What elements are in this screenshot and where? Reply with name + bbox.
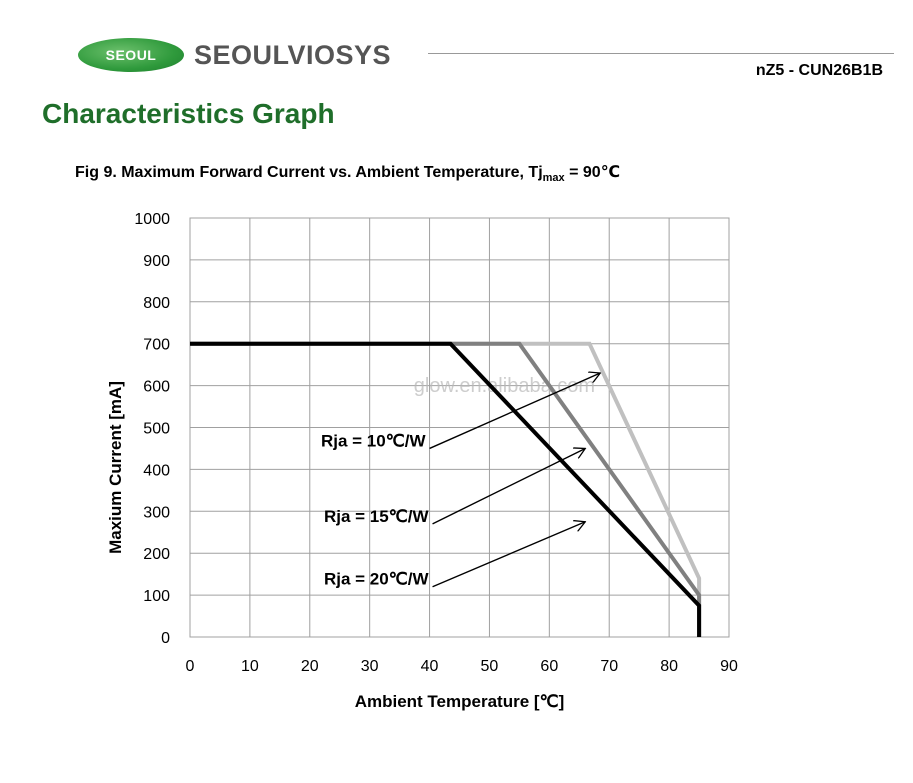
x-tick-label: 30 [361, 658, 379, 675]
x-tick-label: 80 [660, 658, 678, 675]
x-tick-label: 20 [301, 658, 319, 675]
x-tick-label: 40 [421, 658, 439, 675]
logo-text-part-2: VIOSYS [287, 40, 392, 70]
x-tick-label: 10 [241, 658, 259, 675]
caption-subscript: max [542, 172, 565, 184]
y-tick-label: 600 [143, 379, 170, 396]
logo-text-part-1: SEOUL [194, 40, 288, 70]
annotation-arrow [432, 448, 586, 525]
header-rule [428, 53, 894, 54]
y-tick-label: 700 [143, 337, 170, 354]
y-tick-label: 800 [143, 295, 170, 312]
y-tick-label: 300 [143, 504, 170, 521]
logo-badge: SEOUL [78, 38, 184, 72]
annotation-label: Rja = 15℃/W [324, 507, 430, 526]
y-tick-label: 1000 [134, 211, 170, 228]
series-line [190, 341, 702, 637]
x-axis-title: Ambient Temperature [℃] [355, 692, 565, 711]
y-tick-label: 900 [143, 253, 170, 270]
part-number: nZ5 - CUN26B1B [755, 62, 883, 79]
x-tick-label: 90 [720, 658, 738, 675]
figure-caption: Fig 9. Maximum Forward Current vs. Ambie… [75, 162, 620, 184]
company-logo: SEOUL SEOULVIOSYS [78, 36, 408, 76]
grid [189, 217, 730, 638]
y-tick-label: 400 [143, 462, 170, 479]
y-tick-label: 500 [143, 421, 170, 438]
section-title: Characteristics Graph [42, 98, 335, 129]
x-tick-label: 0 [186, 658, 195, 675]
x-tick-label: 70 [600, 658, 618, 675]
y-tick-label: 0 [161, 630, 170, 647]
logo-badge-text: SEOUL [105, 47, 157, 63]
annotation-arrow [432, 522, 586, 588]
logo-wordmark: SEOULVIOSYS [194, 40, 391, 71]
series-lines [190, 341, 702, 637]
y-axis-title: Maxium Current [mA] [106, 381, 125, 554]
watermark: glow.en.alibaba.com [414, 375, 595, 397]
annotations: Rja = 10℃/W Rja = 15℃/W Rja = 20℃/W [321, 373, 600, 589]
y-tick-label: 100 [143, 588, 170, 605]
y-tick-label: 200 [143, 546, 170, 563]
x-tick-label: 60 [540, 658, 558, 675]
x-tick-label: 50 [481, 658, 499, 675]
annotation-arrow [429, 373, 601, 450]
annotation-label: Rja = 10℃/W [321, 431, 427, 450]
caption-tail: = 90℃ [564, 164, 621, 181]
plot-frame [189, 217, 730, 638]
annotation-label: Rja = 20℃/W [324, 570, 430, 589]
axis-ticks: 0 10 20 30 40 50 60 70 80 90010020030040050060070… [134, 211, 738, 675]
caption-main: Fig 9. Maximum Forward Current vs. Ambie… [75, 164, 543, 181]
